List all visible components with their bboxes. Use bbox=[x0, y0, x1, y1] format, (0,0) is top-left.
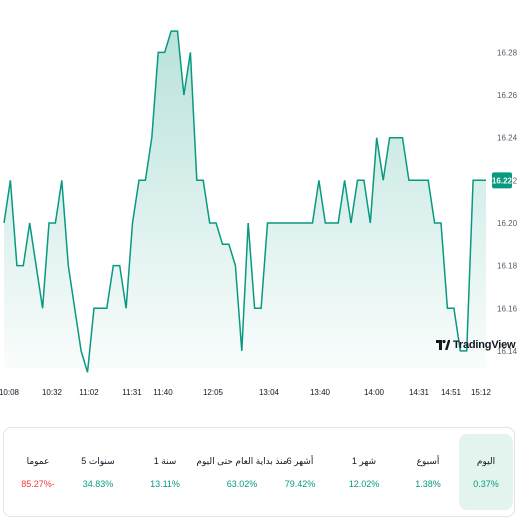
last-price-badge: 16.22 bbox=[492, 172, 513, 189]
y-tick-label: 16.16 bbox=[497, 304, 518, 313]
y-tick-label: 16.18 bbox=[497, 262, 518, 271]
price-chart[interactable]: 16.14 16.16 16.18 16.20 16.22 16.24 16.26 16.28… bbox=[0, 0, 520, 405]
x-tick-label: 15:12 bbox=[471, 388, 492, 397]
period-5-years[interactable]: 5 سنوات 34.83% bbox=[71, 434, 125, 510]
x-tick-label: 12:05 bbox=[203, 388, 224, 397]
period-label: أسبوع bbox=[416, 455, 440, 466]
period-label: 1 سنة bbox=[153, 455, 177, 466]
x-axis: 10:08 10:32 11:02 11:31 11:40 12:05 13:04 13:40… bbox=[0, 388, 492, 397]
period-label: 6 أشهر bbox=[286, 455, 314, 466]
x-tick-label: 13:40 bbox=[310, 388, 331, 397]
x-tick-label: 14:51 bbox=[441, 388, 462, 397]
performance-periods: اليوم 0.37% أسبوع 1.38% 1 شهر 12.02% 6 أ… bbox=[3, 427, 515, 517]
x-tick-label: 14:00 bbox=[364, 388, 385, 397]
period-change-value: 0.37% bbox=[473, 478, 499, 489]
period-change-value: 1.38% bbox=[415, 478, 441, 489]
tradingview-logo-text: TradingView bbox=[453, 339, 516, 351]
period-change-value: 34.83% bbox=[82, 478, 114, 489]
x-tick-label: 11:31 bbox=[122, 388, 142, 397]
x-tick-label: 11:40 bbox=[153, 388, 173, 397]
price-line bbox=[3, 30, 486, 373]
y-tick-label: 16.14 bbox=[497, 347, 518, 356]
period-today[interactable]: اليوم 0.37% bbox=[459, 434, 513, 510]
x-tick-label: 10:32 bbox=[42, 388, 63, 397]
period-ytd[interactable]: منذ بداية العام حتى اليوم 63.02% bbox=[187, 434, 297, 510]
period-change-value: 79.42% bbox=[284, 478, 316, 489]
period-1-month[interactable]: 1 شهر 12.02% bbox=[337, 434, 391, 510]
period-6-months[interactable]: 6 أشهر 79.42% bbox=[273, 434, 327, 510]
period-all-time[interactable]: عموما 85.27%- bbox=[11, 434, 65, 510]
period-change-value: 13.11% bbox=[150, 478, 180, 489]
x-tick-label: 11:02 bbox=[79, 388, 99, 397]
tradingview-logo-icon bbox=[436, 339, 450, 350]
last-price-label: 16.22 bbox=[492, 176, 513, 185]
x-tick-label: 13:04 bbox=[259, 388, 280, 397]
period-change-value: 85.27%- bbox=[21, 478, 55, 489]
period-week[interactable]: أسبوع 1.38% bbox=[401, 434, 455, 510]
chart-canvas[interactable]: 16.14 16.16 16.18 16.20 16.22 16.24 16.26 16.28… bbox=[0, 0, 520, 405]
y-tick-label: 16.28 bbox=[497, 48, 518, 57]
period-change-value: 63.02% bbox=[226, 478, 258, 489]
price-area-fill bbox=[4, 31, 486, 373]
period-label: منذ بداية العام حتى اليوم bbox=[196, 455, 288, 466]
y-tick-label: 16.26 bbox=[497, 91, 518, 100]
period-label: اليوم bbox=[476, 455, 496, 466]
x-tick-label: 10:08 bbox=[0, 388, 20, 397]
y-tick-label: 16.24 bbox=[497, 134, 518, 143]
period-label: 1 شهر bbox=[351, 455, 377, 466]
x-tick-label: 14:31 bbox=[409, 388, 430, 397]
tradingview-logo[interactable]: TradingView bbox=[436, 339, 516, 351]
period-change-value: 12.02% bbox=[348, 478, 380, 489]
period-1-year[interactable]: 1 سنة 13.11% bbox=[138, 434, 192, 510]
period-label: عموما bbox=[26, 455, 50, 466]
y-tick-label: 16.20 bbox=[497, 219, 518, 228]
last-price-badge-bg bbox=[492, 172, 512, 189]
period-label: 5 سنوات bbox=[81, 455, 115, 466]
